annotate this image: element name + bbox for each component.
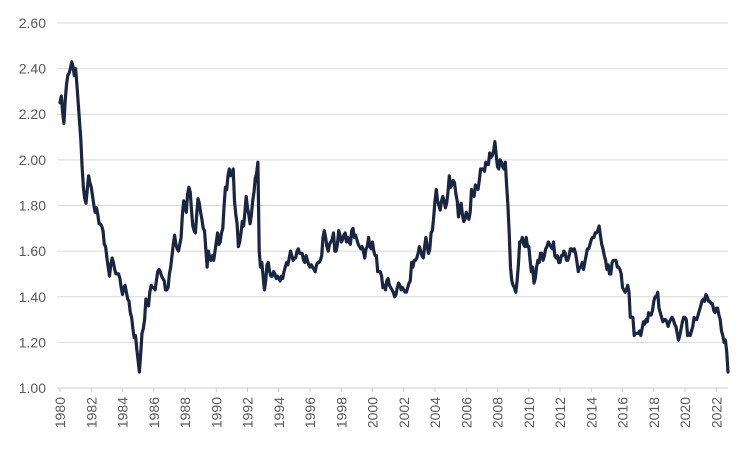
x-axis-tick-label: 2004 — [427, 397, 443, 428]
x-axis-tick-label: 1988 — [177, 397, 193, 428]
y-axis-tick-label: 1.40 — [19, 289, 46, 305]
x-axis-tick-label: 1996 — [302, 397, 318, 428]
y-axis-tick-label: 2.40 — [19, 61, 46, 77]
x-axis-tick-label: 2020 — [677, 397, 693, 428]
y-axis-tick-label: 2.20 — [19, 106, 46, 122]
x-axis-tick-label: 1990 — [208, 397, 224, 428]
x-axis-tick-label: 2008 — [490, 397, 506, 428]
y-axis-tick-label: 2.60 — [19, 15, 46, 31]
x-axis-tick-label: 2018 — [646, 397, 662, 428]
y-axis-tick-label: 1.80 — [19, 198, 46, 214]
x-axis-tick-label: 1984 — [115, 397, 131, 428]
x-axis-tick-label: 2014 — [583, 397, 599, 428]
x-axis-tick-label: 2006 — [458, 397, 474, 428]
y-axis-tick-label: 1.20 — [19, 334, 46, 350]
x-axis-tick-label: 1980 — [52, 397, 68, 428]
exchange-rate-series-line — [58, 60, 730, 374]
x-axis-tick-label: 1982 — [83, 397, 99, 428]
x-axis-tick-label: 1994 — [271, 397, 287, 428]
x-axis-tick-label: 2012 — [552, 397, 568, 428]
x-axis-tick-label: 2000 — [365, 397, 381, 428]
x-axis-tick-label: 2022 — [708, 397, 724, 428]
y-axis-tick-label: 1.60 — [19, 243, 46, 259]
x-axis-tick-label: 1992 — [240, 397, 256, 428]
y-axis-tick-label: 1.00 — [19, 380, 46, 396]
x-axis-tick-label: 1998 — [333, 397, 349, 428]
x-axis-tick-label: 2010 — [521, 397, 537, 428]
x-axis-tick-label: 2016 — [615, 397, 631, 428]
y-axis-tick-label: 2.00 — [19, 152, 46, 168]
x-axis-tick-label: 1986 — [146, 397, 162, 428]
x-axis-tick-label: 2002 — [396, 397, 412, 428]
